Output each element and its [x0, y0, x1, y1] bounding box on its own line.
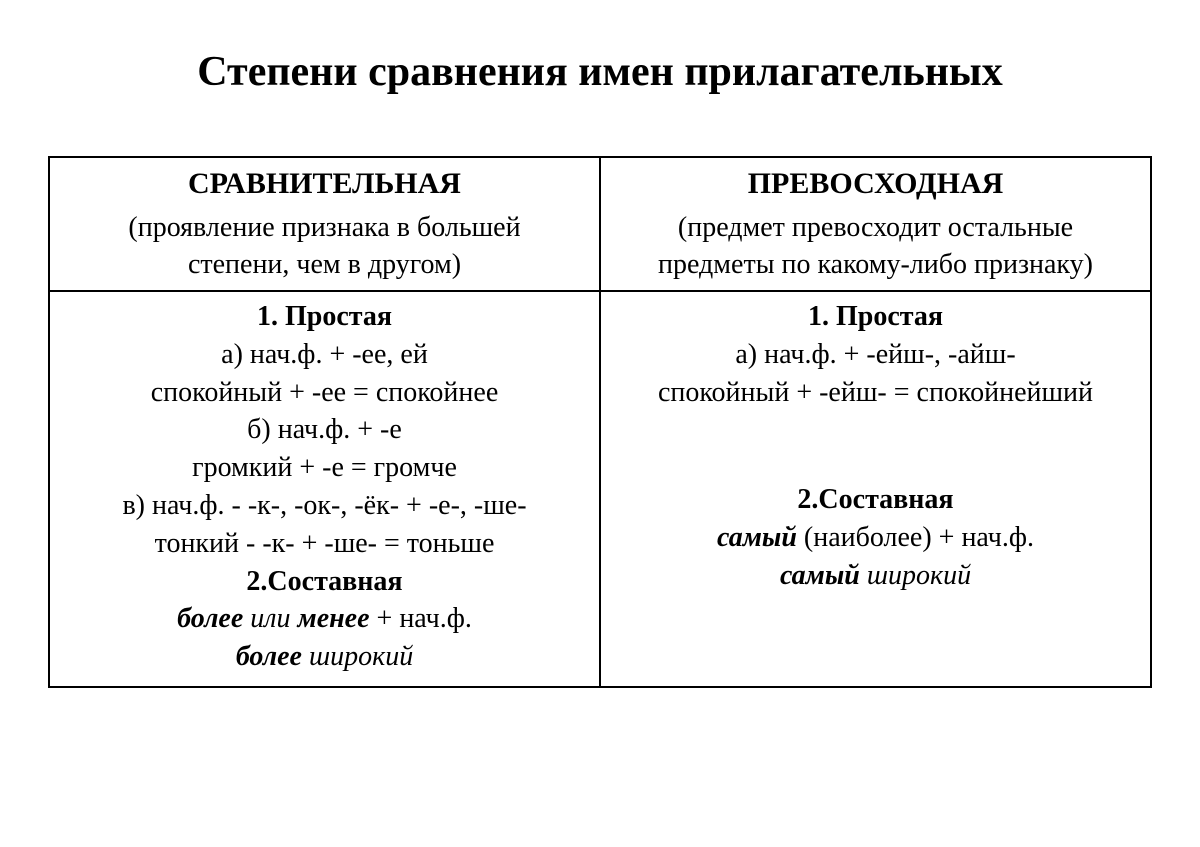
- word-nachf: + нач.ф.: [370, 603, 472, 634]
- word-menee: менее: [298, 603, 370, 634]
- col1-compound-line2: более широкий: [60, 638, 589, 676]
- word-naibolee: (наиболее) + нач.ф.: [797, 522, 1034, 553]
- col2-desc-line2: предметы по какому-либо признаку): [611, 246, 1140, 284]
- word-shirokij: широкий: [302, 641, 413, 672]
- col1-compound-header: 2.Составная: [60, 563, 589, 601]
- col1-simple-header: 1. Простая: [60, 298, 589, 336]
- col1-line-c-ex: тонкий - -к- + -ше- = тоньше: [60, 525, 589, 563]
- col1-desc: (проявление признака в большей степени, …: [49, 207, 600, 292]
- col2-compound-line2: самый широкий: [611, 557, 1140, 595]
- word-bolee: более: [177, 603, 243, 634]
- col1-content: 1. Простая а) нач.ф. + -ее, ей спокойный…: [49, 291, 600, 687]
- page-title: Степени сравнения имен прилагательных: [48, 48, 1152, 96]
- comparison-table: СРАВНИТЕЛЬНАЯ ПРЕВОСХОДНАЯ (проявление п…: [48, 156, 1152, 688]
- col1-line-b: б) нач.ф. + -е: [60, 411, 589, 449]
- word-ili: или: [243, 603, 297, 634]
- col1-compound-line1: более или менее + нач.ф.: [60, 600, 589, 638]
- col2-line-a: а) нач.ф. + -ейш-, -айш-: [611, 336, 1140, 374]
- col2-compound-line1: самый (наиболее) + нач.ф.: [611, 519, 1140, 557]
- word-samyj-2: самый: [780, 560, 860, 591]
- col2-compound-header: 2.Составная: [611, 481, 1140, 519]
- col1-line-b-ex: громкий + -е = громче: [60, 449, 589, 487]
- col1-header: СРАВНИТЕЛЬНАЯ: [49, 157, 600, 207]
- col2-header: ПРЕВОСХОДНАЯ: [600, 157, 1151, 207]
- col1-desc-line2: степени, чем в другом): [60, 246, 589, 284]
- word-bolee-2: более: [236, 641, 302, 672]
- col2-desc: (предмет превосходит остальные предметы …: [600, 207, 1151, 292]
- col2-line-a-ex: спокойный + -ейш- = спокойнейший: [611, 374, 1140, 412]
- word-samyj: самый: [717, 522, 797, 553]
- col1-line-a-ex: спокойный + -ее = спокойнее: [60, 374, 589, 412]
- col2-desc-line1: (предмет превосходит остальные: [611, 209, 1140, 247]
- spacer: [611, 411, 1140, 481]
- col2-simple-header: 1. Простая: [611, 298, 1140, 336]
- col1-desc-line1: (проявление признака в большей: [60, 209, 589, 247]
- col1-line-a: а) нач.ф. + -ее, ей: [60, 336, 589, 374]
- col1-line-c: в) нач.ф. - -к-, -ок-, -ёк- + -е-, -ше-: [60, 487, 589, 525]
- word-shirokij-2: широкий: [860, 560, 971, 591]
- col2-content: 1. Простая а) нач.ф. + -ейш-, -айш- спок…: [600, 291, 1151, 687]
